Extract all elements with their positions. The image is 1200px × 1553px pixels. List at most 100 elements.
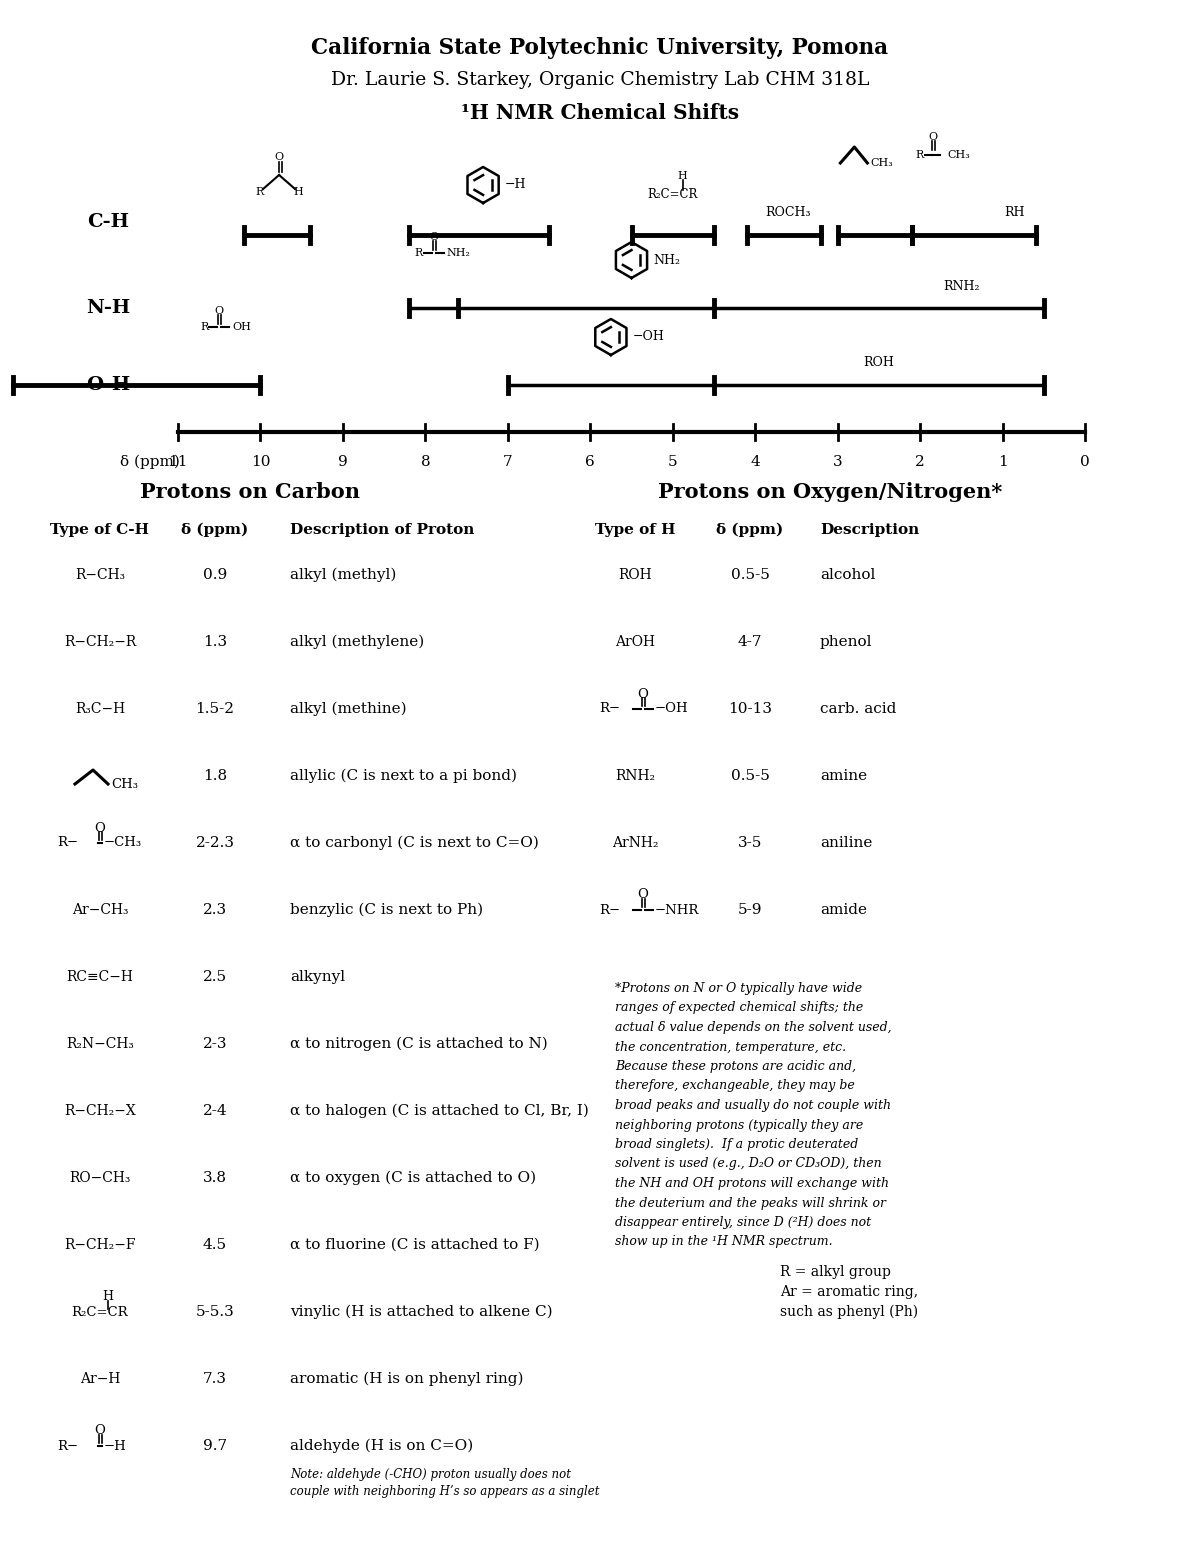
Text: 11: 11 [168, 455, 187, 469]
Text: Ar = aromatic ring,: Ar = aromatic ring, [780, 1284, 918, 1298]
Text: 0.9: 0.9 [203, 568, 227, 582]
Text: δ (ppm): δ (ppm) [181, 523, 248, 537]
Text: R−: R− [56, 837, 78, 849]
Text: O-H: O-H [86, 376, 130, 394]
Text: ROCH₃: ROCH₃ [766, 207, 811, 219]
Text: OH: OH [233, 321, 251, 332]
Text: R−CH₂−X: R−CH₂−X [64, 1104, 136, 1118]
Text: 7.3: 7.3 [203, 1371, 227, 1385]
Text: Note: aldehyde (-CHO) proton usually does not: Note: aldehyde (-CHO) proton usually doe… [290, 1468, 571, 1482]
Text: Type of H: Type of H [595, 523, 676, 537]
Text: δ (ppm): δ (ppm) [120, 455, 180, 469]
Text: carb. acid: carb. acid [820, 702, 896, 716]
Text: allylic (C is next to a pi bond): allylic (C is next to a pi bond) [290, 769, 517, 783]
Text: benzylic (C is next to Ph): benzylic (C is next to Ph) [290, 902, 484, 918]
Text: 9.7: 9.7 [203, 1440, 227, 1454]
Text: δ (ppm): δ (ppm) [716, 523, 784, 537]
Text: R−CH₂−R: R−CH₂−R [64, 635, 136, 649]
Text: CH₃: CH₃ [870, 158, 893, 168]
Text: 2-4: 2-4 [203, 1104, 227, 1118]
Text: therefore, exchangeable, they may be: therefore, exchangeable, they may be [616, 1079, 854, 1092]
Text: RC≡C−H: RC≡C−H [66, 971, 133, 985]
Text: Ar−H: Ar−H [80, 1371, 120, 1385]
Text: Because these protons are acidic and,: Because these protons are acidic and, [616, 1061, 856, 1073]
Text: 8: 8 [420, 455, 430, 469]
Text: alkyl (methyl): alkyl (methyl) [290, 568, 396, 582]
Text: 1: 1 [997, 455, 1008, 469]
Text: R: R [414, 248, 422, 258]
Text: couple with neighboring H’s so appears as a singlet: couple with neighboring H’s so appears a… [290, 1485, 600, 1499]
Text: H: H [678, 171, 688, 182]
Text: Protons on Oxygen/Nitrogen*: Protons on Oxygen/Nitrogen* [658, 481, 1002, 502]
Text: alkyl (methine): alkyl (methine) [290, 702, 407, 716]
Text: α to fluorine (C is attached to F): α to fluorine (C is attached to F) [290, 1238, 540, 1252]
Text: R₂C=CR: R₂C=CR [72, 1306, 128, 1318]
Text: 7: 7 [503, 455, 512, 469]
Text: ROH: ROH [618, 568, 652, 582]
Text: aldehyde (H is on C=O): aldehyde (H is on C=O) [290, 1438, 473, 1454]
Text: RNH₂: RNH₂ [943, 280, 979, 292]
Text: ArOH: ArOH [616, 635, 655, 649]
Text: 3: 3 [833, 455, 842, 469]
Text: α to halogen (C is attached to Cl, Br, I): α to halogen (C is attached to Cl, Br, I… [290, 1104, 589, 1118]
Text: 2-2.3: 2-2.3 [196, 836, 234, 849]
Text: O: O [929, 132, 937, 141]
Text: 9: 9 [338, 455, 348, 469]
Text: NH₂: NH₂ [654, 253, 680, 267]
Text: O: O [95, 1424, 106, 1438]
Text: R−: R− [599, 702, 620, 716]
Text: the deuterium and the peaks will shrink or: the deuterium and the peaks will shrink … [616, 1196, 886, 1210]
Text: R₂N−CH₃: R₂N−CH₃ [66, 1037, 134, 1051]
Text: R = alkyl group: R = alkyl group [780, 1266, 890, 1280]
Text: Type of C-H: Type of C-H [50, 523, 150, 537]
Text: 0.5-5: 0.5-5 [731, 568, 769, 582]
Text: ranges of expected chemical shifts; the: ranges of expected chemical shifts; the [616, 1002, 863, 1014]
Text: O: O [637, 688, 648, 700]
Text: −H: −H [505, 179, 527, 191]
Text: ArNH₂: ArNH₂ [612, 836, 659, 849]
Text: amine: amine [820, 769, 868, 783]
Text: H: H [293, 186, 302, 197]
Text: aromatic (H is on phenyl ring): aromatic (H is on phenyl ring) [290, 1371, 523, 1387]
Text: the NH and OH protons will exchange with: the NH and OH protons will exchange with [616, 1177, 889, 1190]
Text: alkynyl: alkynyl [290, 971, 346, 985]
Text: 2.3: 2.3 [203, 902, 227, 916]
Text: ROH: ROH [864, 357, 894, 370]
Text: R−: R− [56, 1440, 78, 1452]
Text: R−CH₂−F: R−CH₂−F [65, 1238, 136, 1252]
Text: −OH: −OH [655, 702, 689, 716]
Text: O: O [95, 822, 106, 834]
Text: 2.5: 2.5 [203, 971, 227, 985]
Text: 4: 4 [750, 455, 760, 469]
Text: RO−CH₃: RO−CH₃ [70, 1171, 131, 1185]
Text: 1.3: 1.3 [203, 635, 227, 649]
Text: O: O [275, 152, 283, 162]
Text: broad singlets).  If a protic deuterated: broad singlets). If a protic deuterated [616, 1138, 858, 1151]
Text: 4-7: 4-7 [738, 635, 762, 649]
Text: 5-5.3: 5-5.3 [196, 1305, 234, 1318]
Text: Ar−CH₃: Ar−CH₃ [72, 902, 128, 916]
Text: R−: R− [599, 904, 620, 916]
Text: R₃C−H: R₃C−H [74, 702, 125, 716]
Text: show up in the ¹H NMR spectrum.: show up in the ¹H NMR spectrum. [616, 1236, 833, 1249]
Text: 3.8: 3.8 [203, 1171, 227, 1185]
Text: O: O [430, 231, 438, 242]
Text: R₂C=CR: R₂C=CR [648, 188, 698, 202]
Text: phenol: phenol [820, 635, 872, 649]
Text: CH₃: CH₃ [112, 778, 138, 790]
Text: N-H: N-H [86, 300, 130, 317]
Text: the concentration, temperature, etc.: the concentration, temperature, etc. [616, 1041, 846, 1053]
Text: alcohol: alcohol [820, 568, 875, 582]
Text: α to oxygen (C is attached to O): α to oxygen (C is attached to O) [290, 1171, 536, 1185]
Text: California State Polytechnic University, Pomona: California State Polytechnic University,… [312, 37, 888, 59]
Text: neighboring protons (typically they are: neighboring protons (typically they are [616, 1118, 863, 1132]
Text: −H: −H [104, 1440, 127, 1452]
Text: −CH₃: −CH₃ [104, 837, 142, 849]
Text: O: O [637, 888, 648, 901]
Text: R: R [254, 186, 263, 197]
Text: 0.5-5: 0.5-5 [731, 769, 769, 783]
Text: 10: 10 [251, 455, 270, 469]
Text: 0: 0 [1080, 455, 1090, 469]
Text: alkyl (methylene): alkyl (methylene) [290, 635, 425, 649]
Text: 5: 5 [668, 455, 678, 469]
